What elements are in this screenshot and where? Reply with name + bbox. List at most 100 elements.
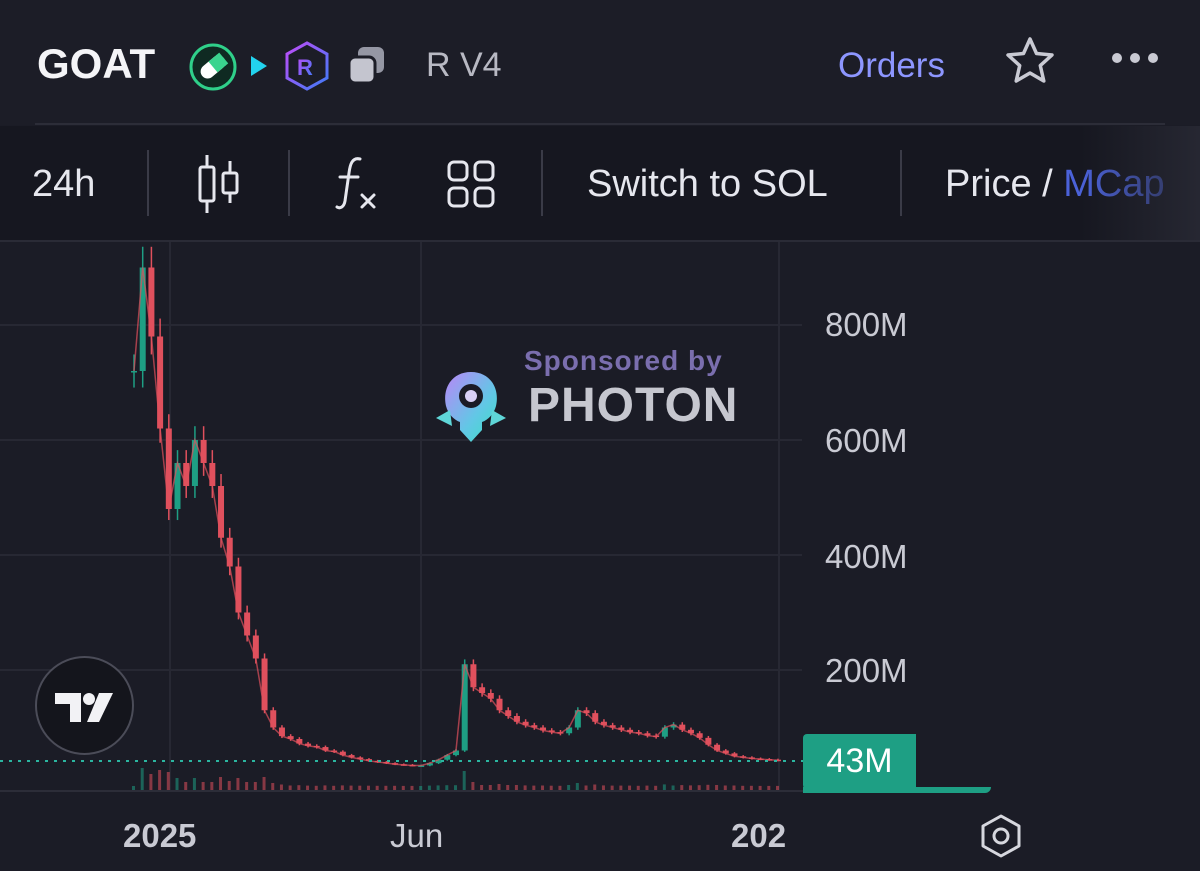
more-icon[interactable] [1110, 48, 1160, 68]
volume-bar [767, 785, 771, 790]
candle-body [148, 267, 155, 337]
volume-bar [401, 785, 405, 790]
volume-bar [445, 785, 449, 790]
candle-body [775, 759, 781, 762]
candle-body [609, 725, 616, 728]
volume-bar [279, 784, 283, 790]
volume-bar [184, 782, 188, 790]
candle-body [322, 747, 329, 751]
volume-bar [375, 785, 379, 790]
volume-bar [366, 785, 370, 790]
volume-bar [697, 785, 701, 790]
pill-icon[interactable] [188, 42, 238, 92]
volume-bar [749, 785, 753, 790]
volume-bar [680, 785, 684, 790]
volume-bar [201, 782, 205, 790]
volume-bar [471, 782, 475, 790]
volume-bar [227, 781, 231, 790]
volume-bar [593, 784, 597, 790]
volume-bar [480, 785, 484, 790]
volume-bar [288, 785, 292, 790]
candle-body [513, 716, 520, 722]
function-icon[interactable] [334, 155, 380, 213]
price-line [133, 267, 779, 767]
candle-body [305, 743, 312, 746]
volume-bar [358, 785, 362, 790]
candle-body [496, 698, 503, 711]
candle-body [731, 753, 738, 757]
copy-icon[interactable] [346, 44, 388, 86]
candle-body [191, 440, 198, 486]
layout-grid-icon[interactable] [446, 159, 496, 209]
price-option[interactable]: Price / [945, 163, 1053, 205]
play-icon [249, 54, 269, 78]
volume-bar [245, 782, 249, 790]
volume-bar [236, 778, 240, 790]
chart-settings-icon[interactable] [978, 813, 1024, 859]
pool-version: R V4 [426, 46, 502, 84]
volume-bar [166, 772, 170, 790]
sponsored-by-label: Sponsored by [524, 345, 723, 376]
token-name[interactable]: GOAT [37, 40, 156, 87]
volume-bar [584, 785, 588, 790]
volume-bar [636, 785, 640, 790]
volume-bar [436, 785, 440, 790]
volume-bar [541, 785, 545, 790]
candle-body [278, 727, 285, 737]
toolbar-separator [541, 150, 543, 216]
candle-body [531, 725, 538, 728]
y-tick-label: 200M [825, 652, 908, 689]
toolbar-separator [147, 150, 149, 216]
volume-bar [758, 785, 762, 790]
y-tick-label: 800M [825, 306, 908, 343]
volume-bar [262, 777, 266, 790]
candle-body [165, 428, 172, 509]
volume-bar [645, 785, 649, 790]
toolbar-separator [288, 150, 290, 216]
candle-body [435, 759, 442, 764]
candle-body [209, 463, 216, 486]
volume-bar [462, 771, 466, 790]
volume-bar [610, 785, 614, 790]
raydium-icon[interactable]: R [283, 40, 331, 92]
volume-bar [219, 777, 223, 790]
candle-body [644, 733, 651, 736]
tradingview-logo[interactable] [35, 656, 134, 755]
volume-bar [706, 784, 710, 790]
volume-bar [715, 785, 719, 790]
candle-body [348, 755, 355, 758]
orders-link[interactable]: Orders [838, 46, 945, 85]
switch-currency-button[interactable]: Switch to SOL [587, 163, 828, 205]
interval-selector[interactable]: 24h [32, 163, 96, 205]
volume-bar [192, 778, 196, 790]
volume-bar [497, 784, 501, 790]
candle-body [261, 658, 268, 711]
candle-body [218, 486, 225, 538]
volume-bar [149, 774, 153, 790]
volume-bar [601, 785, 605, 790]
candle-body [357, 757, 364, 760]
candle-body [618, 727, 625, 730]
volume-bar [349, 785, 353, 790]
chart-area[interactable] [0, 242, 1200, 871]
volume-bar [175, 778, 179, 790]
volume-bar [323, 785, 327, 790]
candle-body [583, 710, 590, 714]
volume-bar [723, 785, 727, 790]
volume-bar [419, 786, 423, 790]
star-icon[interactable] [1004, 35, 1056, 87]
volume-bar [410, 785, 414, 790]
candle-body [714, 744, 721, 751]
candle-body [479, 687, 486, 693]
toolbar-separator [900, 150, 902, 216]
candle-body [270, 710, 277, 728]
volume-bar [427, 785, 431, 790]
candle-body [696, 733, 703, 738]
candle-body [235, 566, 242, 613]
candlestick-icon[interactable] [196, 153, 242, 215]
volume-bar [575, 783, 579, 790]
candle-body [157, 336, 164, 429]
volume-bar [532, 785, 536, 790]
volume-bar [253, 782, 257, 790]
